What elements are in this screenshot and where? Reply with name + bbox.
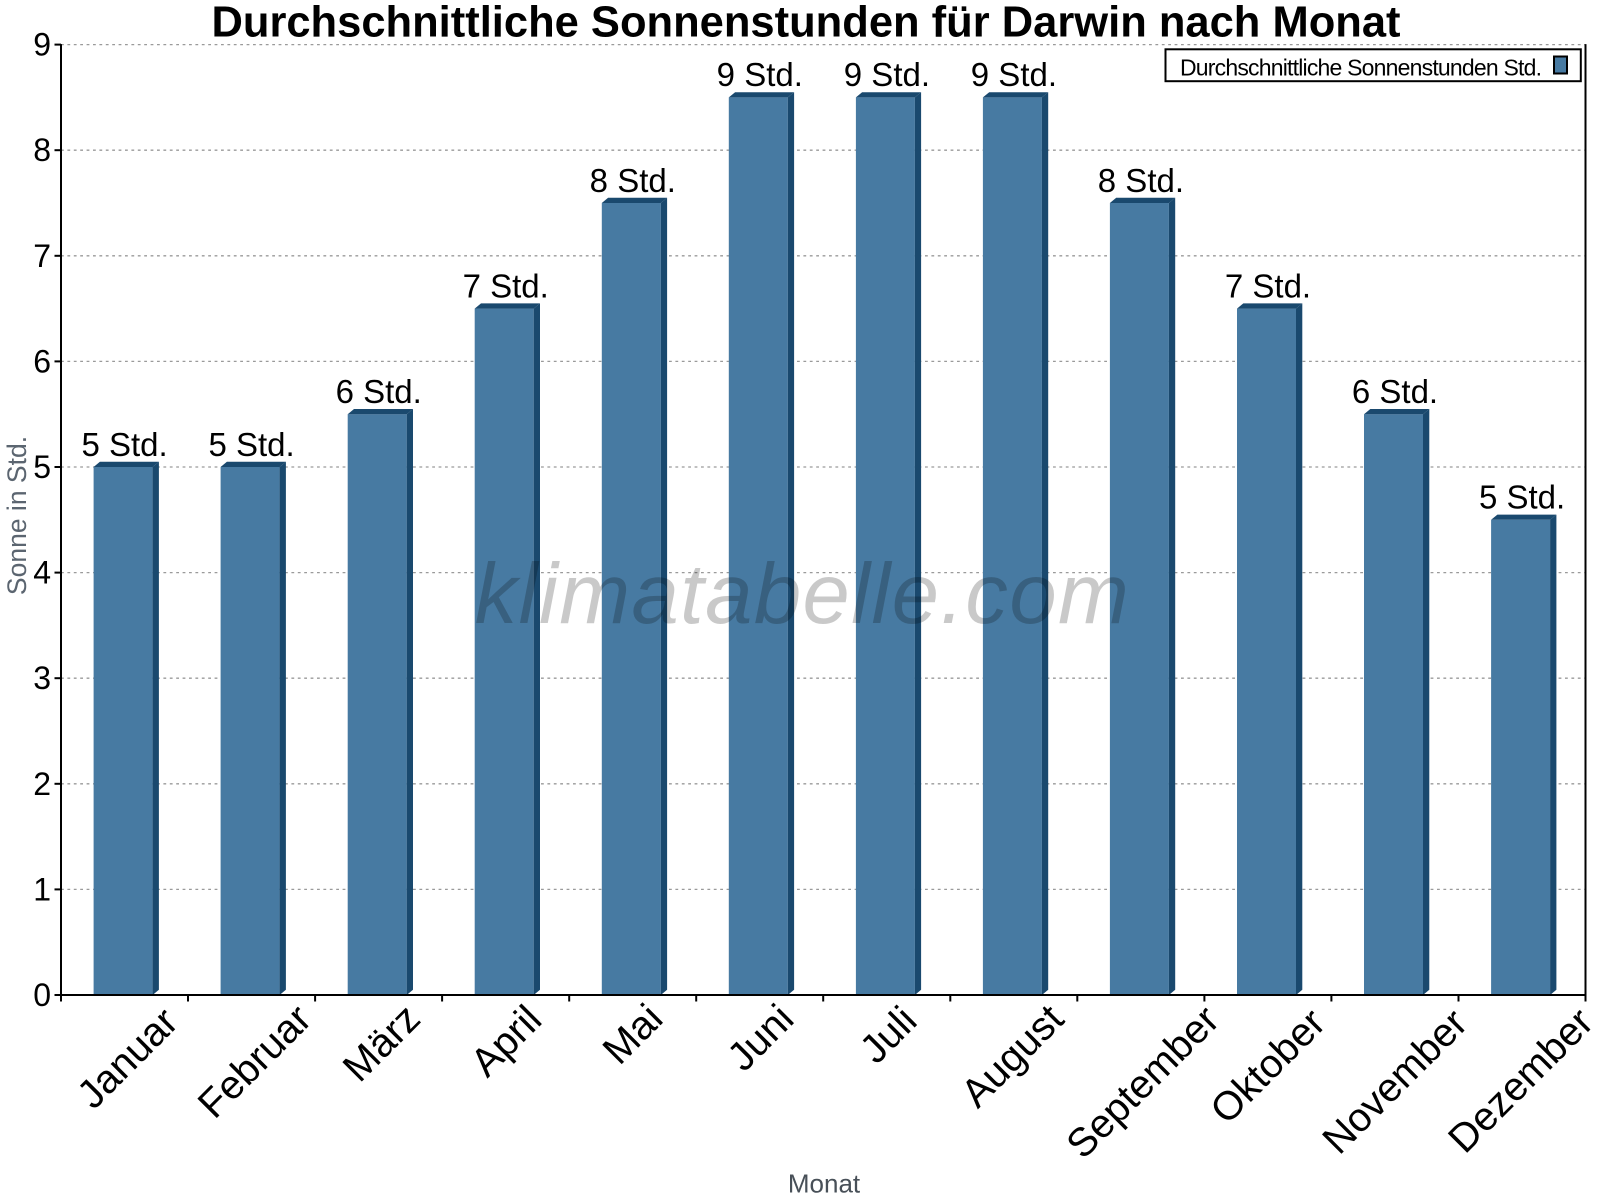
svg-text:3: 3 — [33, 660, 51, 696]
svg-text:6: 6 — [33, 343, 51, 379]
svg-text:4: 4 — [33, 555, 51, 591]
svg-text:5 Std.: 5 Std. — [1479, 479, 1565, 516]
svg-text:5 Std.: 5 Std. — [208, 426, 294, 463]
svg-text:7 Std.: 7 Std. — [463, 267, 549, 304]
svg-text:klimatabelle.com: klimatabelle.com — [475, 547, 1130, 642]
svg-text:6 Std.: 6 Std. — [336, 373, 422, 410]
svg-text:9 Std.: 9 Std. — [971, 56, 1057, 93]
svg-text:9 Std.: 9 Std. — [844, 56, 930, 93]
svg-text:9: 9 — [33, 27, 51, 63]
svg-text:7 Std.: 7 Std. — [1225, 267, 1311, 304]
svg-text:5 Std.: 5 Std. — [81, 426, 167, 463]
svg-text:7: 7 — [33, 238, 51, 274]
svg-text:9 Std.: 9 Std. — [717, 56, 803, 93]
svg-text:Monat: Monat — [788, 1169, 861, 1199]
svg-text:5: 5 — [33, 449, 51, 485]
svg-text:Sonne in Std.: Sonne in Std. — [2, 436, 32, 595]
svg-text:6 Std.: 6 Std. — [1352, 373, 1438, 410]
svg-text:0: 0 — [33, 977, 51, 1013]
svg-text:Durchschnittliche Sonnenstunde: Durchschnittliche Sonnenstunden Std. — [1180, 54, 1541, 80]
svg-text:8 Std.: 8 Std. — [590, 162, 676, 199]
svg-text:8 Std.: 8 Std. — [1098, 162, 1184, 199]
svg-text:8: 8 — [33, 132, 51, 168]
svg-text:Durchschnittliche Sonnenstunde: Durchschnittliche Sonnenstunden für Darw… — [211, 0, 1400, 47]
svg-text:1: 1 — [33, 871, 51, 907]
svg-text:2: 2 — [33, 766, 51, 802]
